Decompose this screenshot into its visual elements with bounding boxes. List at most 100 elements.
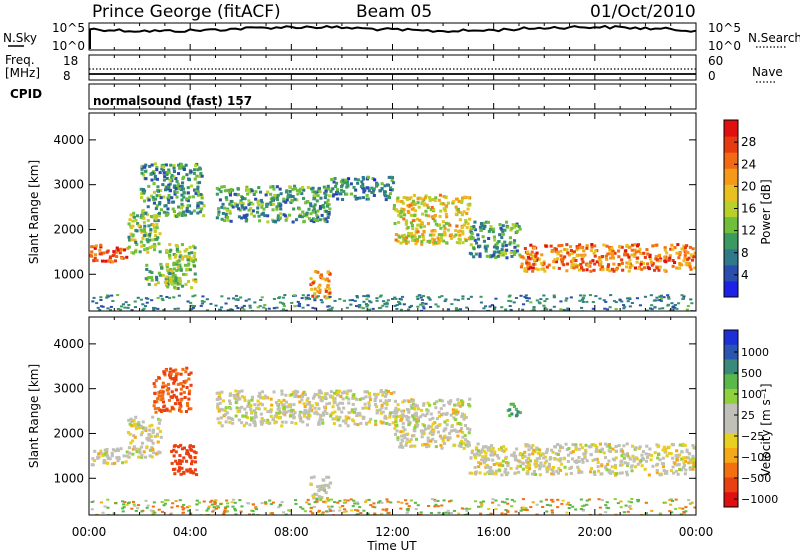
velocity-cell [401,413,405,417]
power-cell [353,177,357,181]
power-cell [579,246,583,250]
velocity-cell [374,395,378,399]
power-cell [612,262,616,266]
power-cell [626,253,630,257]
power-cell [140,192,144,196]
power-cell [286,193,290,197]
power-cell [653,268,657,272]
velocity-cell [364,390,368,394]
power-cell [134,218,138,222]
velocity-cell [682,511,686,513]
power-cell [484,249,488,253]
velocity-cell [174,388,178,392]
velocity-cell [132,503,136,506]
power-cell [678,266,682,270]
power-cell [177,184,181,188]
velocity-cell [452,416,456,420]
power-cell [673,306,677,309]
velocity-cell [525,459,529,462]
power-cell [434,222,438,226]
velocity-cell [562,457,566,461]
power-cell [311,294,315,298]
power-cell [131,224,135,228]
velocity-cell [179,392,183,396]
velocity-cell [514,510,518,513]
power-cell [476,233,480,237]
power-cell [168,189,172,193]
velocity-cell [353,396,357,400]
velocity-cell [373,512,377,515]
power-cell [347,177,351,181]
power-cell [406,226,410,229]
power-cell [295,218,299,222]
power-cell [608,248,612,252]
velocity-cell [165,408,169,412]
power-cell [689,298,693,301]
power-cell [139,187,143,191]
power-cell [271,202,275,206]
velocity-cell [432,429,436,433]
power-cell [339,180,343,184]
power-cell [573,263,577,267]
velocity-cell [531,444,535,447]
velocity-cell [145,506,149,509]
power-cell [223,189,227,193]
velocity-cell [462,446,466,450]
velocity-cell [321,511,325,514]
velocity-cell [667,445,671,449]
power-cell [92,296,96,299]
velocity-cell [250,395,254,399]
power-cell [407,232,411,235]
velocity-cell [139,424,143,428]
power-cell [531,269,535,273]
power-cell [246,188,250,192]
power-cell [196,190,200,194]
velocity-cell [597,469,601,473]
velocity-cell [619,506,623,509]
velocity-cell [351,505,355,508]
power-cell [592,268,596,272]
velocity-cell [343,499,347,501]
velocity-cell [511,454,515,457]
power-cell [332,180,336,184]
x-tick-label: 08:00 [274,525,309,539]
velocity-cell [333,410,337,414]
power-cell [172,253,176,256]
velocity-cell [290,408,294,412]
velocity-cell [668,499,672,501]
velocity-cell [350,509,354,512]
velocity-cell [320,418,324,422]
power-cell [634,250,638,254]
velocity-cell [307,503,311,506]
power-cell [154,234,158,238]
power-cell [146,205,150,209]
velocity-cell [95,513,99,515]
velocity-cell [315,498,319,501]
power-cell [469,226,473,230]
power-cell [313,196,317,200]
power-cell [150,194,154,198]
velocity-cell [399,441,403,445]
power-cell [498,233,502,237]
power-cell [566,307,570,310]
power-cell [371,307,375,310]
power-cell [348,299,352,302]
velocity-cell [640,453,644,457]
velocity-cell [545,470,549,474]
power-cell [322,185,326,189]
velocity-cell [478,450,482,453]
velocity-cell [322,413,326,417]
power-cell [433,199,437,202]
power-cell [432,207,436,211]
power-cell [461,230,465,234]
velocity-cell [115,456,119,460]
power-cell [157,271,161,275]
power-cell [554,260,558,264]
power-cell [167,183,171,187]
power-cell [597,258,601,262]
velocity-cell [372,502,376,505]
velocity-cell [275,401,279,404]
velocity-cell [260,502,264,505]
velocity-cell [405,433,409,436]
velocity-cell [399,443,403,447]
